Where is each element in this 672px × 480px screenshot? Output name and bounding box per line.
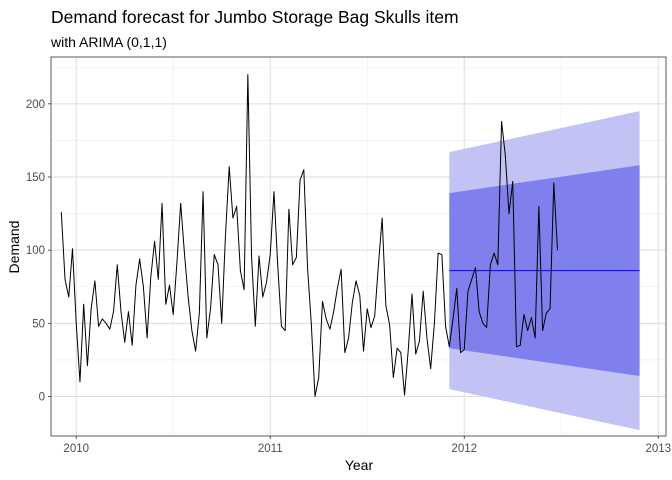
- series-layer: [60, 74, 640, 397]
- x-axis-title: Year: [345, 457, 374, 473]
- x-tick-label: 2012: [451, 443, 477, 455]
- x-tick-label: 2010: [63, 443, 89, 455]
- y-tick-label: 50: [32, 318, 45, 330]
- y-tick-label: 150: [26, 172, 45, 184]
- panel-border: [50, 56, 667, 437]
- chart-title: Demand forecast for Jumbo Storage Bag Sk…: [51, 7, 459, 27]
- x-tick-label: 2013: [645, 443, 671, 455]
- chart-subtitle: with ARIMA (0,1,1): [50, 34, 167, 50]
- y-axis-title: Demand: [6, 221, 22, 274]
- history-demand-line: [60, 74, 559, 397]
- x-tick-label: 2011: [258, 443, 283, 455]
- y-tick-label: 0: [39, 391, 45, 403]
- y-tick-label: 200: [26, 99, 45, 111]
- axis-layer: 0 50 100 150 200 2010 2011 2012 2013: [26, 56, 671, 455]
- y-tick-label: 100: [26, 245, 45, 257]
